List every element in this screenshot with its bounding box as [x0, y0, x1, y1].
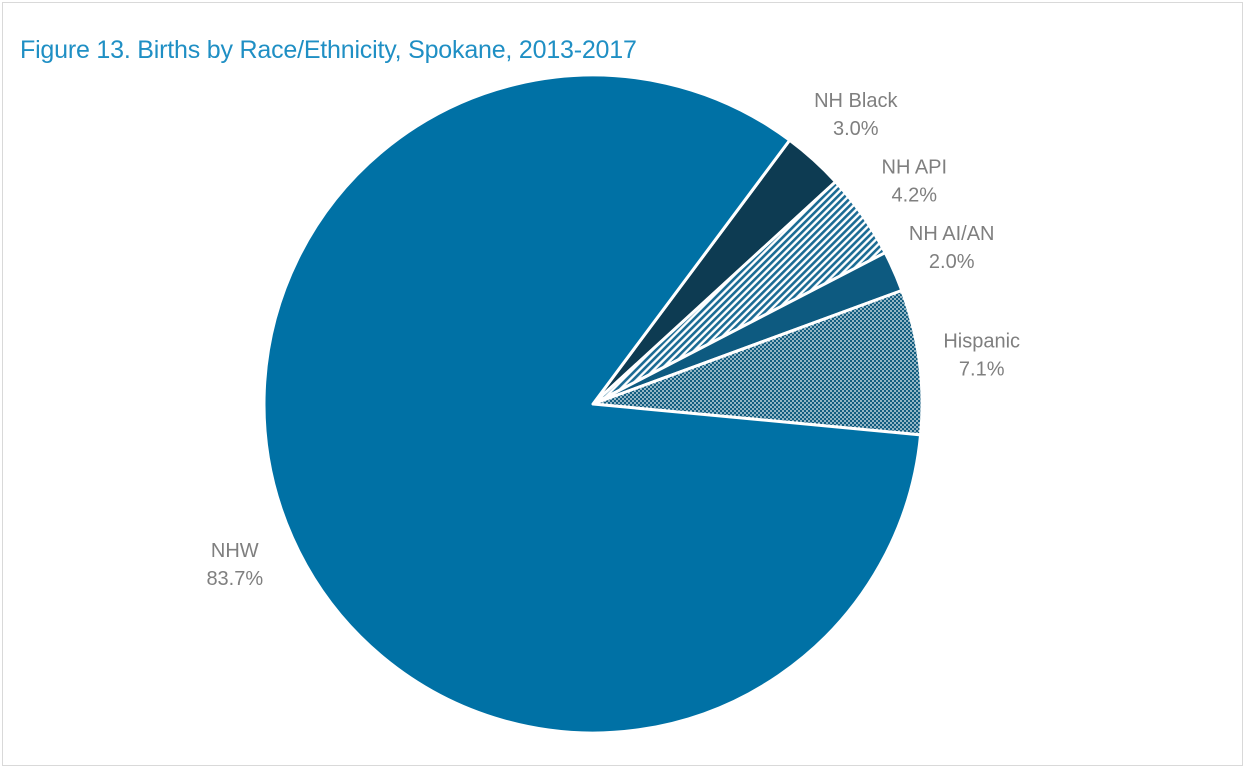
- slice-label-nh-api: NH API: [882, 157, 948, 179]
- slice-label-nh-ai-an: NH AI/AN: [909, 223, 995, 245]
- slice-value-hispanic: 7.1%: [959, 359, 1005, 381]
- slice-value-nh-ai-an: 2.0%: [929, 251, 975, 273]
- slice-value-nh-api: 4.2%: [892, 185, 938, 207]
- chart-title: Figure 13. Births by Race/Ethnicity, Spo…: [20, 36, 637, 64]
- slice-value-nhw: 83.7%: [206, 568, 263, 590]
- slice-label-nhw: NHW: [211, 540, 259, 562]
- pie-slice-nhw: [262, 73, 923, 735]
- slice-label-nh-black: NH Black: [814, 90, 898, 112]
- pie-slice-hispanic: [591, 289, 924, 437]
- slice-label-hispanic: Hispanic: [943, 331, 1020, 353]
- slice-value-nh-black: 3.0%: [833, 118, 879, 140]
